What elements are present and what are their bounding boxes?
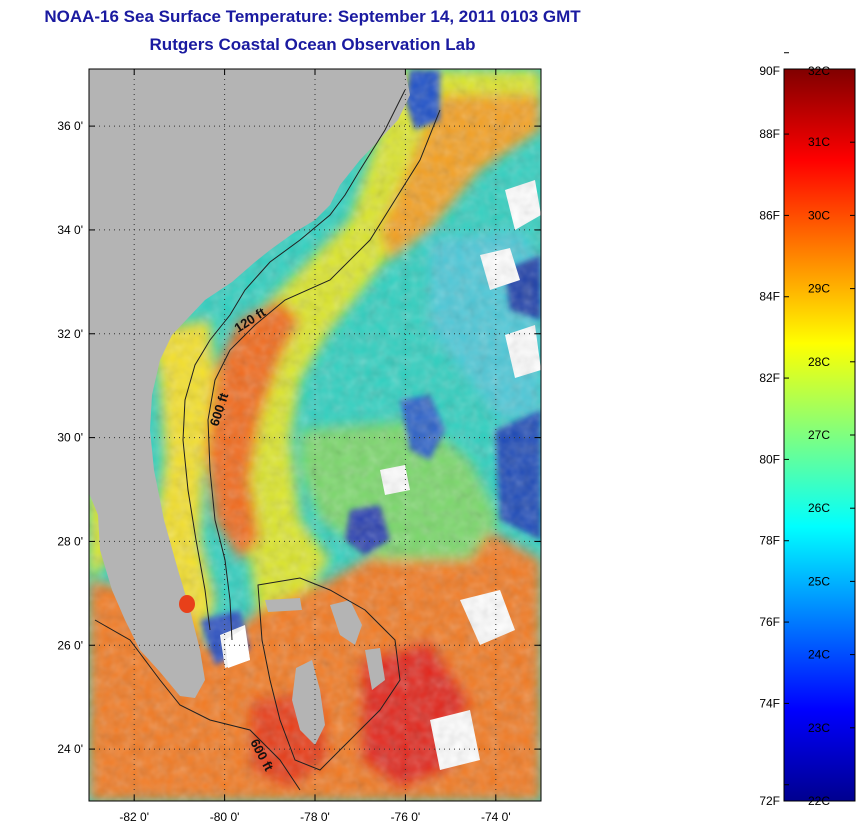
colorbar-label-celsius: 22C <box>808 794 830 808</box>
colorbar-label-celsius: 29C <box>808 282 830 296</box>
colorbar-labels: 22C 23C 24C 25C 26C 27C 28C 29C 30C 31C 32C 72F 74F 7… <box>759 52 855 808</box>
land-bahamas-grand <box>265 598 302 612</box>
colorbar-label-celsius: 31C <box>808 135 830 149</box>
colorbar-label-fahrenheit: 74F <box>759 696 780 710</box>
sst-map: 24 0' 26 0' 28 0' 30 0' 32 0' 34 0' 36 0' -82 0… <box>57 68 542 824</box>
contour-bahamas-bank <box>257 577 401 771</box>
map-grid <box>89 69 541 801</box>
colorbar-label-celsius: 28C <box>808 355 830 369</box>
lon-tick-label: -74 0' <box>481 810 511 824</box>
land-bahamas-abaco <box>330 600 362 645</box>
land-us-southeast <box>89 69 410 698</box>
lat-tick-label: 32 0' <box>57 327 83 341</box>
contour-120ft <box>182 89 406 631</box>
lon-tick-label: -82 0' <box>119 810 149 824</box>
colorbar-scale <box>783 68 856 802</box>
lon-tick-label: -80 0' <box>210 810 240 824</box>
colorbar-label-celsius: 27C <box>808 428 830 442</box>
colorbar-label-fahrenheit: 78F <box>759 534 780 548</box>
lat-tick-label: 36 0' <box>57 119 83 133</box>
contour-florida-bay <box>94 619 301 791</box>
lat-tick-label: 28 0' <box>57 534 83 548</box>
colorbar-label-celsius: 24C <box>808 648 830 662</box>
colorbar-label-fahrenheit: 84F <box>759 290 780 304</box>
map-title: NOAA-16 Sea Surface Temperature: Septemb… <box>44 7 581 26</box>
lon-tick-label: -76 0' <box>391 810 421 824</box>
lon-tick-label: -78 0' <box>300 810 330 824</box>
land-bahamas-andros <box>292 660 325 745</box>
colorbar-label-celsius: 23C <box>808 721 830 735</box>
lat-tick-label: 34 0' <box>57 223 83 237</box>
lat-tick-label: 24 0' <box>57 742 83 756</box>
lake-okeechobee <box>179 595 195 613</box>
colorbar-label-fahrenheit: 86F <box>759 208 780 222</box>
colorbar-label-fahrenheit: 72F <box>759 794 780 808</box>
colorbar-label-celsius: 32C <box>808 64 830 78</box>
map-subtitle: Rutgers Coastal Ocean Observation Lab <box>149 35 476 54</box>
colorbar-label-fahrenheit: 88F <box>759 127 780 141</box>
colorbar-label-fahrenheit: 76F <box>759 615 780 629</box>
colorbar-label-fahrenheit: 90F <box>759 64 780 78</box>
colorbar-label-fahrenheit: 82F <box>759 371 780 385</box>
map-axes: 24 0' 26 0' 28 0' 30 0' 32 0' 34 0' 36 0' -82 0… <box>57 69 541 824</box>
colorbar-label-celsius: 25C <box>808 574 830 588</box>
contour-600ft <box>207 109 441 641</box>
colorbar-label-celsius: 26C <box>808 501 830 515</box>
colorbar-label-celsius: 30C <box>808 208 830 222</box>
colorbar-label-fahrenheit: 80F <box>759 452 780 466</box>
lat-tick-label: 26 0' <box>57 638 83 652</box>
lat-tick-label: 30 0' <box>57 431 83 445</box>
land-bahamas-eleuthera <box>365 648 385 690</box>
